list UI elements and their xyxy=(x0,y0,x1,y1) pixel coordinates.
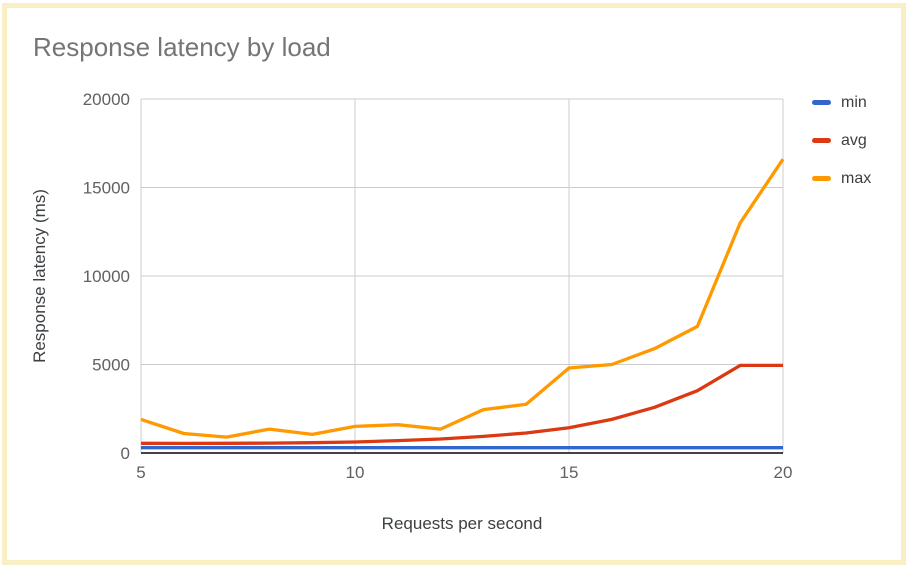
y-tick-label: 0 xyxy=(121,444,130,463)
x-tick-label: 10 xyxy=(346,463,365,482)
x-tick-label: 5 xyxy=(136,463,145,482)
chart-title: Response latency by load xyxy=(33,32,331,62)
series-line-max[interactable] xyxy=(140,158,785,439)
series-line-avg[interactable] xyxy=(140,363,783,446)
max-series-swatch-icon xyxy=(812,176,831,181)
legend-label: max xyxy=(841,170,872,187)
legend-label: min xyxy=(841,94,867,111)
y-tick-label: 20000 xyxy=(83,90,130,109)
avg-series-swatch-icon xyxy=(812,138,831,143)
y-tick-label: 15000 xyxy=(83,179,130,198)
x-tick-label: 20 xyxy=(774,463,793,482)
min-series-swatch-icon xyxy=(812,100,831,105)
chart-legend: min avg max xyxy=(812,92,871,189)
x-axis-title: Requests per second xyxy=(381,514,543,533)
legend-item-max[interactable]: max xyxy=(812,168,871,189)
legend-item-min[interactable]: min xyxy=(812,92,871,113)
chart-card xyxy=(2,3,906,565)
x-tick-label: 15 xyxy=(560,463,579,482)
y-tick-label: 10000 xyxy=(83,267,130,286)
legend-label: avg xyxy=(841,132,867,149)
y-tick-label: 5000 xyxy=(92,356,130,375)
legend-item-avg[interactable]: avg xyxy=(812,130,871,151)
